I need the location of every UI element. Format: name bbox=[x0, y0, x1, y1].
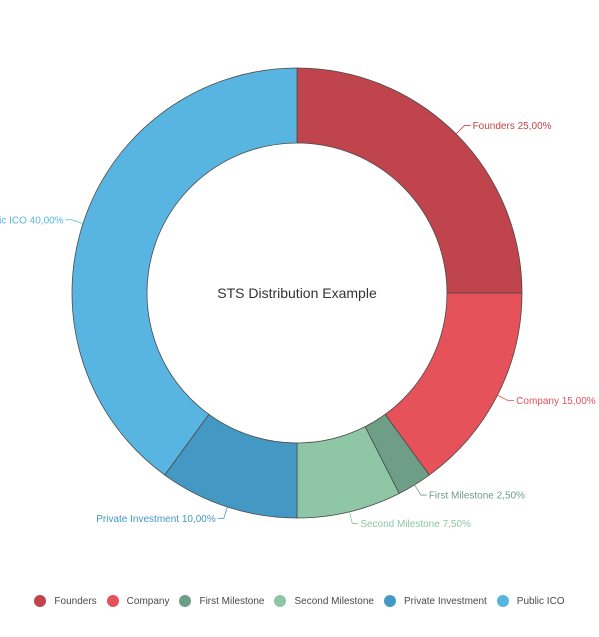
legend-label: Second Milestone bbox=[294, 595, 374, 607]
slice-label-public-ico: Public ICO 40,00% bbox=[0, 215, 64, 226]
slice-label-private-investment: Private Investment 10,00% bbox=[96, 514, 216, 525]
legend-item-founders[interactable]: Founders bbox=[34, 595, 97, 607]
legend-label: First Milestone bbox=[199, 595, 265, 607]
leader-line-private-investment bbox=[217, 506, 228, 519]
legend-item-first-milestone[interactable]: First Milestone bbox=[179, 595, 264, 607]
slice-label-first-milestone: First Milestone 2,50% bbox=[429, 491, 525, 502]
legend-label: Founders bbox=[54, 595, 97, 607]
legend-swatch-second-milestone bbox=[274, 595, 287, 607]
legend-swatch-public-ico bbox=[496, 595, 509, 607]
legend-label: Public ICO bbox=[516, 595, 565, 607]
legend-swatch-first-milestone bbox=[179, 595, 192, 607]
leader-line-second-milestone bbox=[349, 511, 359, 524]
legend-item-public-ico[interactable]: Public ICO bbox=[496, 595, 565, 607]
slice-label-second-milestone: Second Milestone 7,50% bbox=[360, 519, 471, 530]
legend-item-company[interactable]: Company bbox=[106, 595, 170, 607]
leader-line-company bbox=[497, 394, 515, 401]
chart-title: STS Distribution Example bbox=[217, 285, 377, 301]
legend-label: Private Investment bbox=[403, 595, 487, 607]
slice-label-company: Company 15,00% bbox=[516, 396, 596, 407]
slice-public-ico[interactable] bbox=[71, 67, 298, 476]
chart-legend: Founders Company First Milestone Second Mil… bbox=[0, 590, 599, 612]
legend-item-private-investment[interactable]: Private Investment bbox=[383, 595, 487, 607]
legend-label: Company bbox=[126, 595, 170, 607]
legend-swatch-private-investment bbox=[383, 595, 396, 607]
leader-line-first-milestone bbox=[414, 484, 427, 496]
leader-line-founders bbox=[455, 125, 471, 135]
legend-swatch-company bbox=[106, 595, 119, 607]
legend-item-second-milestone[interactable]: Second Milestone bbox=[274, 595, 374, 607]
slice-label-founders: Founders 25,00% bbox=[473, 121, 552, 132]
leader-line-public-ico bbox=[65, 219, 84, 224]
slice-founders[interactable] bbox=[296, 67, 523, 294]
legend-swatch-founders bbox=[34, 595, 47, 607]
